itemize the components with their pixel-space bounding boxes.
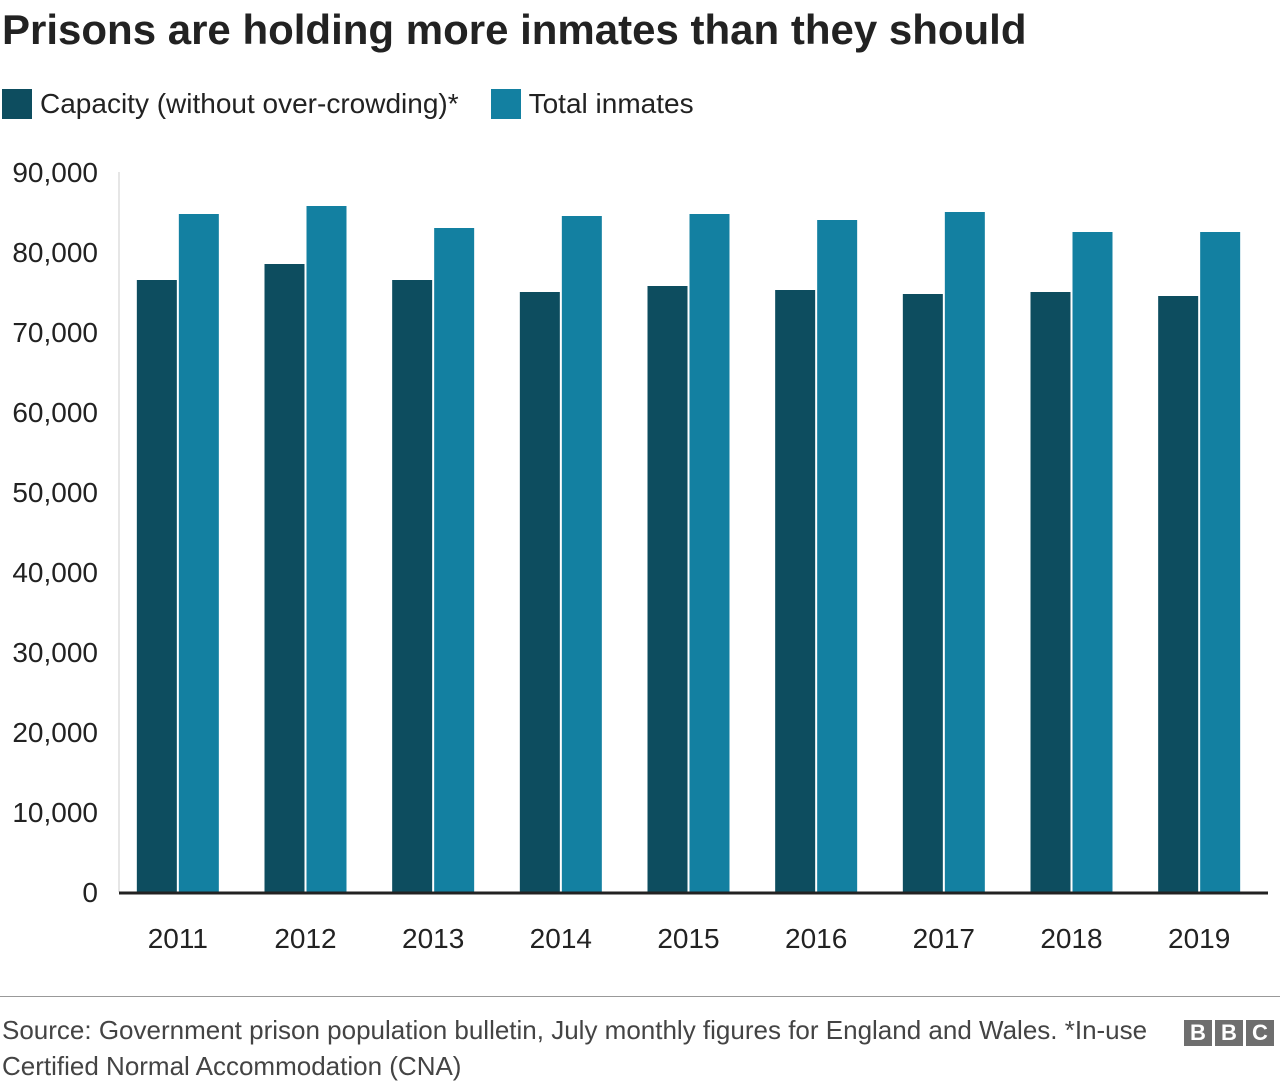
bar-total-2012 — [306, 206, 347, 892]
legend-label: Capacity (without over-crowding)* — [40, 88, 459, 119]
bar-capacity-2015 — [647, 286, 688, 892]
bar-total-2018 — [1072, 232, 1113, 892]
x-tick-label: 2012 — [274, 923, 336, 954]
bar-chart: 0 10,000 20,000 30,000 40,000 50,000 60,000 70,… — [12, 157, 1268, 954]
bar-total-2017 — [944, 212, 985, 892]
y-tick-label: 20,000 — [12, 717, 98, 748]
bar-capacity-2012 — [264, 264, 305, 892]
y-tick-label: 10,000 — [12, 797, 98, 828]
x-tick-label: 2014 — [530, 923, 592, 954]
y-tick-label: 40,000 — [12, 557, 98, 588]
legend-item-total: Total inmates — [490, 88, 694, 120]
bar-capacity-2011 — [136, 280, 177, 892]
x-tick-label: 2017 — [913, 923, 975, 954]
y-tick-label: 30,000 — [12, 637, 98, 668]
legend-swatch — [490, 89, 521, 119]
bar-capacity-2017 — [902, 294, 943, 892]
y-tick-label: 0 — [82, 877, 98, 908]
bar-capacity-2019 — [1158, 296, 1199, 892]
bar-capacity-2016 — [775, 290, 816, 892]
y-tick-label: 50,000 — [12, 477, 98, 508]
bar-capacity-2018 — [1030, 292, 1071, 892]
bar-total-2013 — [434, 228, 475, 892]
y-tick-label: 90,000 — [12, 157, 98, 188]
x-tick-label: 2016 — [785, 923, 847, 954]
legend-item-capacity: Capacity (without over-crowding)* — [2, 88, 459, 120]
bar-total-2014 — [561, 216, 602, 892]
legend-swatch — [2, 89, 32, 119]
bar-total-2015 — [689, 214, 730, 892]
x-tick-label: 2011 — [148, 923, 208, 954]
x-tick-label: 2019 — [1168, 923, 1230, 954]
y-tick-label: 70,000 — [12, 317, 98, 348]
bar-capacity-2013 — [392, 280, 433, 892]
x-tick-label: 2013 — [402, 923, 464, 954]
y-tick-label: 80,000 — [12, 237, 98, 268]
chart-title: Prisons are holding more inmates than th… — [2, 6, 1027, 53]
x-tick-label: 2015 — [657, 923, 719, 954]
legend-label: Total inmates — [528, 88, 694, 119]
bar-total-2011 — [178, 214, 219, 892]
bar-total-2019 — [1200, 232, 1241, 892]
legend: Capacity (without over-crowding)* Total … — [2, 88, 726, 120]
x-tick-label: 2018 — [1040, 923, 1102, 954]
source-note: Source: Government prison population bul… — [2, 1015, 1148, 1081]
divider — [0, 996, 1280, 997]
bar-capacity-2014 — [519, 292, 560, 892]
bar-total-2016 — [817, 220, 858, 892]
y-tick-label: 60,000 — [12, 397, 98, 428]
